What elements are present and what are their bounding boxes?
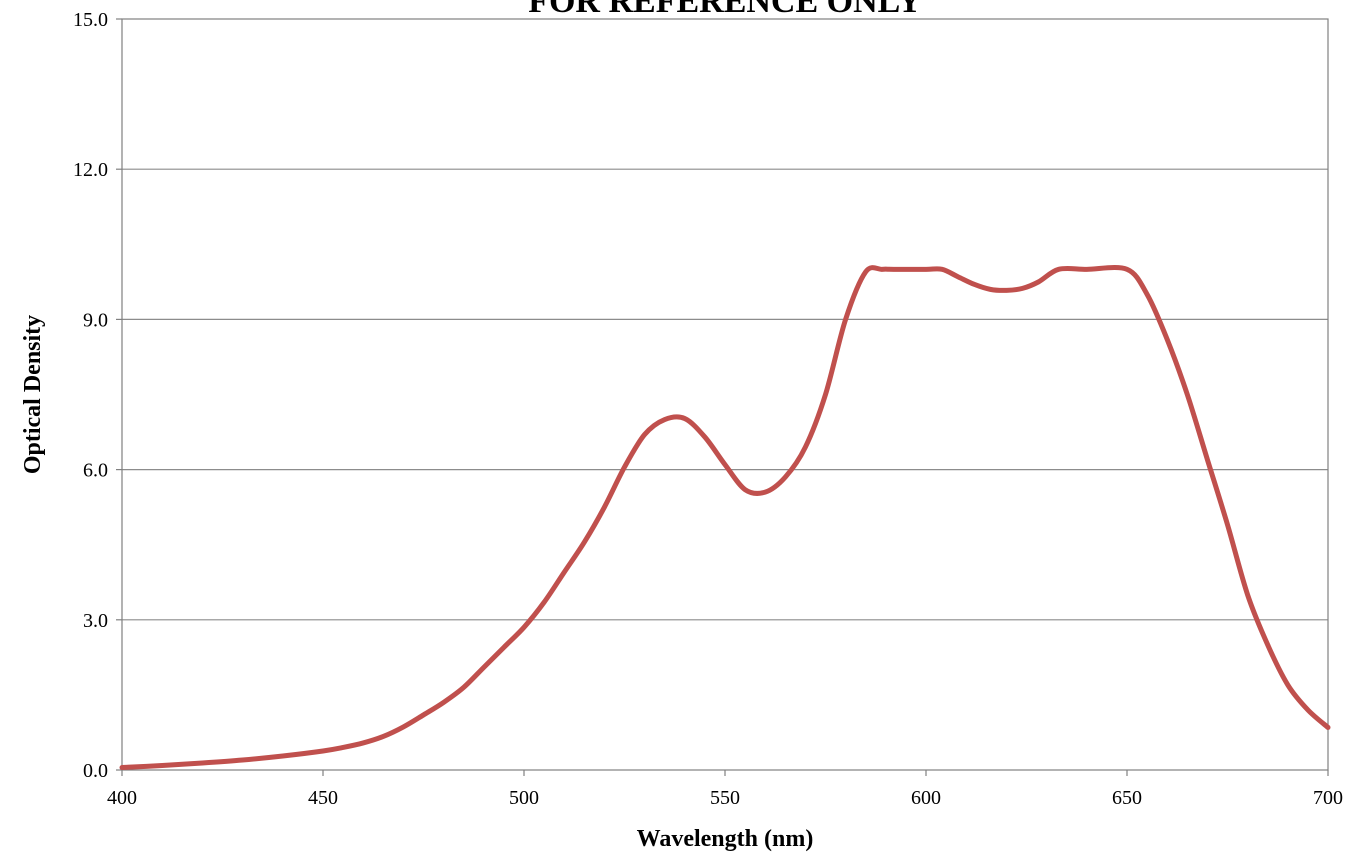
plot-area-frame [121,18,1329,771]
tick-labels: 0.0 3.0 6.0 9.0 12.0 15.0 400 450 500 550 600 650 70… [73,9,1343,809]
x-tick-label: 500 [509,787,539,809]
series-line [119,265,1331,770]
y-axis-title: Optical Density [20,315,46,474]
x-tick-label: 700 [1313,787,1343,809]
axes [116,18,1329,776]
y-tick-label: 15.0 [73,9,108,31]
x-tick-label: 400 [107,787,137,809]
x-tick-label: 450 [308,787,338,809]
x-axis-title: Wavelength (nm) [637,826,814,852]
x-tick-label: 600 [911,787,941,809]
series-layer [119,265,1331,770]
chart-title: FOR REFERENCE ONLY [528,0,922,20]
gridlines [122,168,1328,621]
y-tick-label: 9.0 [83,309,108,331]
y-tick-label: 12.0 [73,159,108,181]
y-tick-label: 6.0 [83,460,108,482]
y-tick-label: 3.0 [83,610,108,632]
x-tick-label: 650 [1112,787,1142,809]
x-tick-label: 550 [710,787,740,809]
y-tick-label: 0.0 [83,760,108,782]
